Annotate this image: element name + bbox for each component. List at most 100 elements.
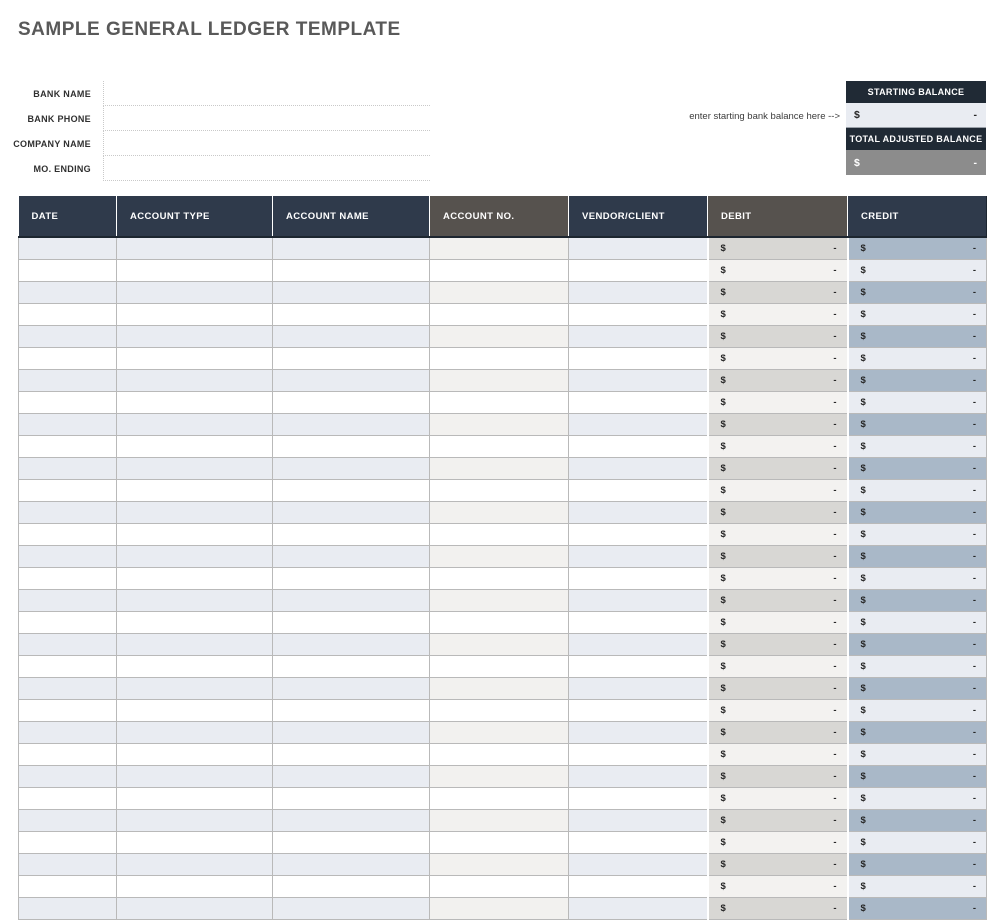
- starting-balance-cell[interactable]: $ -: [846, 103, 986, 128]
- cell-account-name[interactable]: [272, 324, 430, 348]
- cell-date[interactable]: [18, 368, 117, 392]
- cell-credit[interactable]: $ -: [846, 368, 987, 392]
- cell-account-name[interactable]: [272, 434, 430, 458]
- cell-debit[interactable]: $ -: [706, 412, 848, 436]
- cell-date[interactable]: [18, 852, 117, 876]
- cell-vendor-client[interactable]: [568, 852, 708, 876]
- cell-debit[interactable]: $ -: [706, 346, 848, 370]
- cell-account-no[interactable]: [429, 588, 569, 612]
- cell-date[interactable]: [18, 874, 117, 898]
- cell-date[interactable]: [18, 346, 117, 370]
- cell-vendor-client[interactable]: [568, 566, 708, 590]
- cell-vendor-client[interactable]: [568, 478, 708, 502]
- cell-account-name[interactable]: [272, 368, 430, 392]
- cell-vendor-client[interactable]: [568, 302, 708, 326]
- cell-vendor-client[interactable]: [568, 390, 708, 414]
- cell-vendor-client[interactable]: [568, 434, 708, 458]
- cell-debit[interactable]: $ -: [706, 698, 848, 722]
- cell-vendor-client[interactable]: [568, 588, 708, 612]
- cell-vendor-client[interactable]: [568, 808, 708, 832]
- cell-credit[interactable]: $ -: [846, 764, 987, 788]
- cell-vendor-client[interactable]: [568, 720, 708, 744]
- cell-account-type[interactable]: [116, 764, 273, 788]
- cell-account-no[interactable]: [429, 830, 569, 854]
- cell-date[interactable]: [18, 280, 117, 304]
- cell-debit[interactable]: $ -: [706, 302, 848, 326]
- cell-account-type[interactable]: [116, 412, 273, 436]
- cell-credit[interactable]: $ -: [846, 698, 987, 722]
- cell-account-name[interactable]: [272, 610, 430, 634]
- cell-account-no[interactable]: [429, 500, 569, 524]
- cell-debit[interactable]: $ -: [706, 632, 848, 656]
- cell-account-no[interactable]: [429, 896, 569, 920]
- cell-vendor-client[interactable]: [568, 874, 708, 898]
- cell-credit[interactable]: $ -: [846, 258, 987, 282]
- cell-account-name[interactable]: [272, 500, 430, 524]
- cell-credit[interactable]: $ -: [846, 852, 987, 876]
- cell-account-type[interactable]: [116, 478, 273, 502]
- cell-date[interactable]: [18, 434, 117, 458]
- cell-credit[interactable]: $ -: [846, 500, 987, 524]
- cell-date[interactable]: [18, 302, 117, 326]
- cell-vendor-client[interactable]: [568, 544, 708, 568]
- cell-credit[interactable]: $ -: [846, 302, 987, 326]
- cell-account-name[interactable]: [272, 258, 430, 282]
- cell-date[interactable]: [18, 566, 117, 590]
- cell-account-name[interactable]: [272, 698, 430, 722]
- cell-credit[interactable]: $ -: [846, 390, 987, 414]
- cell-date[interactable]: [18, 698, 117, 722]
- cell-account-type[interactable]: [116, 522, 273, 546]
- cell-account-no[interactable]: [429, 874, 569, 898]
- cell-vendor-client[interactable]: [568, 610, 708, 634]
- cell-credit[interactable]: $ -: [846, 478, 987, 502]
- cell-account-type[interactable]: [116, 654, 273, 678]
- cell-debit[interactable]: $ -: [706, 588, 848, 612]
- cell-account-type[interactable]: [116, 566, 273, 590]
- cell-debit[interactable]: $ -: [706, 896, 848, 920]
- company-name-field[interactable]: [103, 131, 430, 156]
- cell-date[interactable]: [18, 896, 117, 920]
- cell-account-no[interactable]: [429, 390, 569, 414]
- cell-credit[interactable]: $ -: [846, 434, 987, 458]
- cell-account-no[interactable]: [429, 808, 569, 832]
- cell-account-type[interactable]: [116, 786, 273, 810]
- cell-account-no[interactable]: [429, 676, 569, 700]
- cell-credit[interactable]: $ -: [846, 896, 987, 920]
- cell-account-type[interactable]: [116, 368, 273, 392]
- cell-vendor-client[interactable]: [568, 368, 708, 392]
- cell-date[interactable]: [18, 720, 117, 744]
- cell-date[interactable]: [18, 808, 117, 832]
- cell-date[interactable]: [18, 478, 117, 502]
- cell-account-name[interactable]: [272, 896, 430, 920]
- cell-vendor-client[interactable]: [568, 258, 708, 282]
- cell-account-name[interactable]: [272, 346, 430, 370]
- cell-vendor-client[interactable]: [568, 676, 708, 700]
- cell-debit[interactable]: $ -: [706, 676, 848, 700]
- cell-date[interactable]: [18, 544, 117, 568]
- cell-debit[interactable]: $ -: [706, 456, 848, 480]
- cell-account-name[interactable]: [272, 390, 430, 414]
- cell-account-type[interactable]: [116, 830, 273, 854]
- cell-account-name[interactable]: [272, 720, 430, 744]
- cell-account-type[interactable]: [116, 236, 273, 260]
- cell-account-name[interactable]: [272, 566, 430, 590]
- cell-vendor-client[interactable]: [568, 324, 708, 348]
- cell-account-no[interactable]: [429, 324, 569, 348]
- cell-debit[interactable]: $ -: [706, 874, 848, 898]
- cell-account-no[interactable]: [429, 720, 569, 744]
- cell-account-type[interactable]: [116, 720, 273, 744]
- cell-debit[interactable]: $ -: [706, 500, 848, 524]
- cell-credit[interactable]: $ -: [846, 874, 987, 898]
- cell-date[interactable]: [18, 324, 117, 348]
- cell-account-type[interactable]: [116, 874, 273, 898]
- cell-account-name[interactable]: [272, 742, 430, 766]
- cell-debit[interactable]: $ -: [706, 764, 848, 788]
- cell-vendor-client[interactable]: [568, 412, 708, 436]
- cell-debit[interactable]: $ -: [706, 808, 848, 832]
- cell-credit[interactable]: $ -: [846, 566, 987, 590]
- cell-date[interactable]: [18, 676, 117, 700]
- cell-account-type[interactable]: [116, 500, 273, 524]
- cell-account-name[interactable]: [272, 632, 430, 656]
- cell-account-name[interactable]: [272, 830, 430, 854]
- cell-account-type[interactable]: [116, 258, 273, 282]
